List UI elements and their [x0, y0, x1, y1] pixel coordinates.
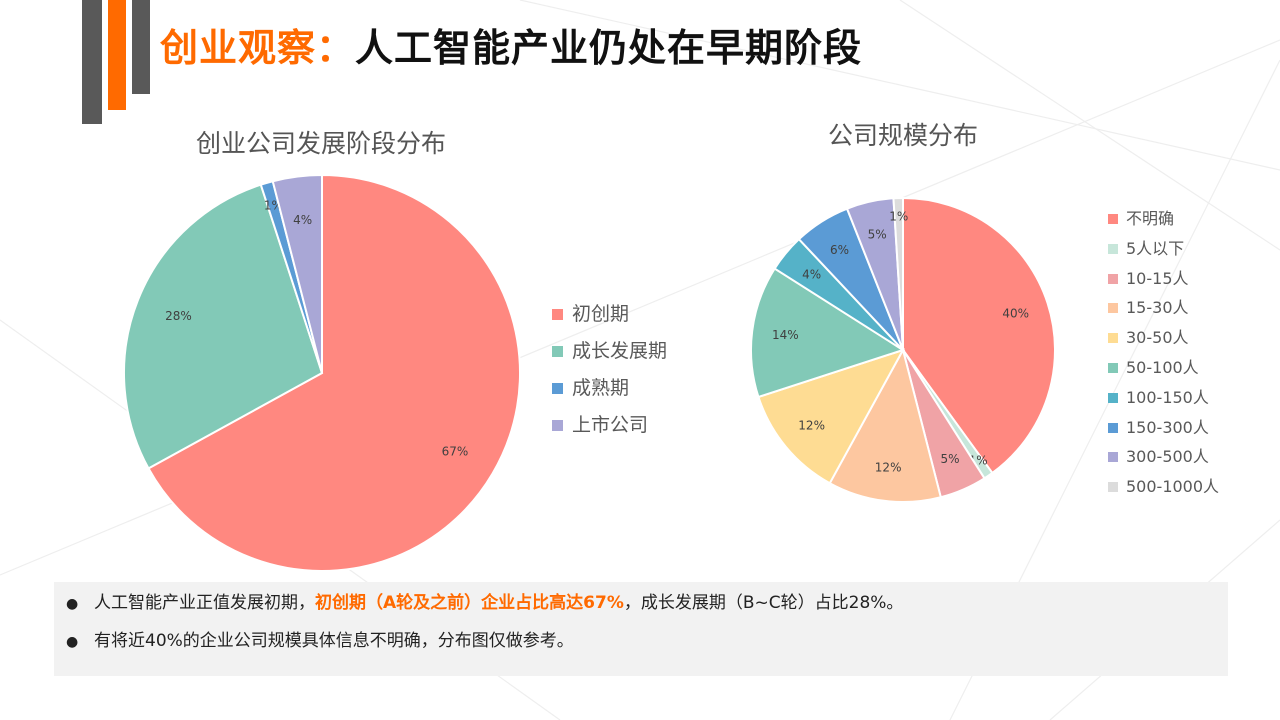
size-data-label-8: 5%	[868, 227, 887, 241]
note-2-text: 有将近40%的企业公司规模具体信息不明确，分布图仅做参考。	[94, 631, 574, 651]
size-legend-swatch-4	[1108, 333, 1118, 344]
size-legend-swatch-1	[1108, 243, 1118, 254]
slide-title-main: 人工智能产业仍处在早期阶段	[355, 26, 863, 70]
stage-legend-swatch-2	[552, 383, 563, 394]
size-legend-swatch-0	[1108, 214, 1118, 224]
size-legend-label-3: 15-30人	[1126, 298, 1189, 318]
stage-legend-label-1: 成长发展期	[572, 340, 668, 362]
slide-title-accent: 创业观察：	[160, 26, 356, 70]
size-legend-label-7: 150-300人	[1126, 417, 1209, 437]
note-1-highlight: 初创期（A轮及之前）企业占比高达67%	[315, 593, 624, 613]
size-slice-0	[902, 196, 1056, 475]
stage-slice-0	[147, 173, 521, 572]
decorative-bar-dark	[82, 0, 102, 124]
stage-slice-1	[123, 183, 324, 470]
stage-legend-label-3: 上市公司	[572, 414, 649, 436]
note-1-text: 人工智能产业正值发展初期，	[94, 593, 315, 613]
stage-legend-swatch-0	[552, 309, 563, 320]
size-data-label-3: 12%	[875, 461, 902, 475]
bullet-icon: ●	[66, 634, 79, 650]
chart-stage-title: 创业公司发展阶段分布	[196, 129, 447, 158]
size-legend-label-1: 5人以下	[1126, 238, 1185, 258]
stage-legend-swatch-3	[552, 420, 563, 431]
size-legend-swatch-7	[1108, 422, 1118, 433]
note-line-2: ● 有将近40%的企业公司规模具体信息不明确，分布图仅做参考。	[66, 628, 574, 654]
size-legend-label-8: 300-500人	[1126, 447, 1209, 467]
size-legend-label-9: 500-1000人	[1126, 477, 1220, 497]
stage-data-label-1: 28%	[165, 309, 192, 323]
size-data-label-9: 1%	[889, 209, 908, 223]
size-slice-3	[828, 347, 943, 503]
size-data-label-4: 12%	[798, 419, 825, 433]
size-legend-swatch-6	[1108, 392, 1118, 403]
size-legend-label-5: 50-100人	[1126, 358, 1199, 377]
stage-legend-label-2: 成熟期	[572, 377, 630, 399]
size-legend-label-6: 100-150人	[1126, 387, 1209, 407]
size-slice-4	[757, 348, 906, 485]
size-legend-swatch-8	[1108, 452, 1118, 463]
size-data-label-2: 5%	[941, 452, 960, 466]
legend-size: 不明确 5人以下 10-15人 15-30人 30-50人 50-100人 100-150人…	[1108, 208, 1258, 508]
size-legend-swatch-2	[1108, 273, 1118, 284]
decorative-bar-dark-2	[132, 0, 150, 94]
decorative-bar-orange	[108, 0, 126, 110]
stage-slice-3	[271, 173, 323, 374]
stage-data-label-0: 67%	[442, 445, 469, 459]
size-data-label-7: 6%	[830, 243, 849, 257]
slide-title: 创业观察：人工智能产业仍处在早期阶段	[160, 18, 862, 78]
size-slice-5	[750, 267, 906, 399]
note-1-text-end: ，成长发展期（B~C轮）占比28%。	[623, 593, 904, 613]
size-legend-swatch-9	[1108, 482, 1118, 493]
legend-stage: 初创期成长发展期成熟期上市公司	[552, 302, 712, 442]
stage-data-label-3: 4%	[293, 213, 312, 227]
stage-legend-label-0: 初创期	[572, 303, 630, 325]
size-legend-swatch-3	[1108, 303, 1118, 314]
size-data-label-0: 40%	[1002, 306, 1029, 320]
notes-panel: ● 人工智能产业正值发展初期，初创期（A轮及之前）企业占比高达67%，成长发展期（…	[54, 582, 1228, 676]
size-legend-swatch-5	[1108, 363, 1118, 373]
size-legend-label-4: 30-50人	[1126, 328, 1189, 348]
size-legend-label-0: 不明确	[1126, 209, 1175, 228]
size-slice-9	[892, 196, 904, 351]
stage-legend-swatch-1	[552, 346, 563, 357]
size-data-label-5: 14%	[772, 328, 799, 342]
note-line-1: ● 人工智能产业正值发展初期，初创期（A轮及之前）企业占比高达67%，成长发展期（…	[66, 590, 903, 616]
size-data-label-6: 4%	[802, 267, 821, 281]
bullet-icon: ●	[66, 596, 79, 612]
chart-size-title: 公司规模分布	[828, 121, 979, 150]
size-legend-label-2: 10-15人	[1126, 268, 1189, 288]
